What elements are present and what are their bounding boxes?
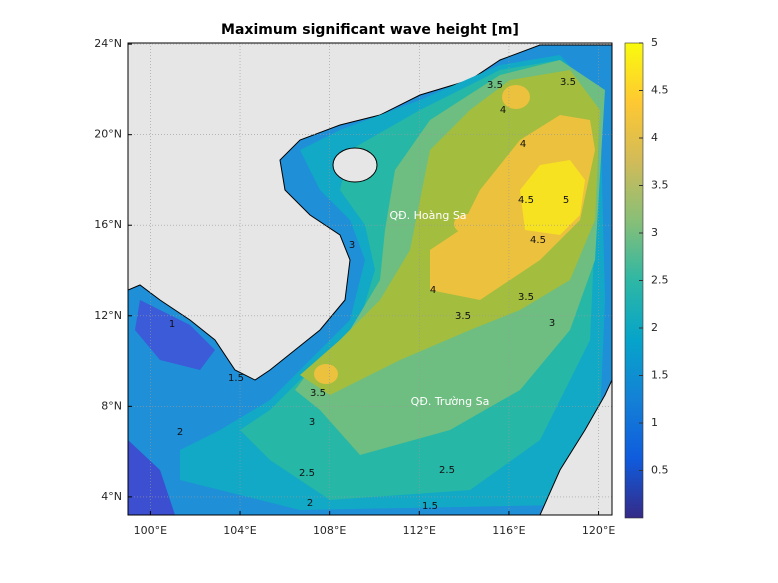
colorbar-tick-label: 0.5 — [651, 464, 669, 477]
contour-label: 2.5 — [299, 468, 315, 479]
x-tick-label: 116°E — [492, 524, 525, 537]
contour-fill — [520, 160, 585, 235]
contour-label: 1.5 — [422, 501, 438, 512]
colorbar-tick-label: 4 — [651, 131, 658, 144]
contour-fill — [454, 214, 482, 234]
y-tick-label: 20°N — [94, 128, 122, 141]
x-tick-label: 108°E — [313, 524, 346, 537]
colorbar-tick-label: 4.5 — [651, 84, 669, 97]
contour-fill — [135, 300, 215, 370]
contour-label: 3.5 — [560, 77, 576, 88]
colorbar-tick-label: 3 — [651, 226, 658, 239]
contour-label: 3.5 — [455, 311, 471, 322]
island — [332, 147, 378, 183]
axes-frame — [127, 42, 613, 516]
contour-label: 3.5 — [310, 388, 326, 399]
contour-label: 1 — [169, 319, 175, 330]
contour-label: 4 — [520, 139, 526, 150]
colorbar-tick-label: 5 — [651, 36, 658, 49]
contour-label: 4 — [430, 285, 436, 296]
colorbar-tick-label: 1 — [651, 416, 658, 429]
contour-label: 3 — [309, 417, 315, 428]
colorbar-tick-label: 2.5 — [651, 274, 669, 287]
y-tick-label: 4°N — [101, 490, 122, 503]
colorbar-tick-label: 3.5 — [651, 179, 669, 192]
contour-label: 3 — [549, 318, 555, 329]
x-tick-label: 104°E — [223, 524, 256, 537]
y-tick-label: 8°N — [101, 399, 122, 412]
contour-label: 2 — [307, 498, 313, 509]
colorbar-tick-label: 2 — [651, 321, 658, 334]
place-label: QĐ. Hoàng Sa — [389, 209, 466, 222]
contour-label: 5 — [563, 195, 569, 206]
contour-label: 4.5 — [530, 235, 546, 246]
coastline — [539, 379, 612, 515]
contour-label: 3.5 — [487, 80, 503, 91]
contour-label: 1.5 — [228, 373, 244, 384]
contour-label: 4.5 — [518, 195, 534, 206]
contour-fill — [128, 440, 175, 515]
y-tick-label: 24°N — [94, 37, 122, 50]
contour-fill — [502, 85, 530, 109]
x-tick-label: 100°E — [134, 524, 167, 537]
contour-fill — [314, 364, 338, 384]
contour-label: 3 — [349, 240, 355, 251]
place-label: QĐ. Trường Sa — [411, 395, 490, 408]
y-tick-label: 16°N — [94, 218, 122, 231]
contour-label: 2 — [177, 427, 183, 438]
contour-label: 4 — [500, 105, 506, 116]
colorbar-tick-label: 1.5 — [651, 369, 669, 382]
grid — [128, 43, 612, 515]
x-tick-label: 120°E — [582, 524, 615, 537]
contour-label: 3.5 — [518, 292, 534, 303]
chart-title: Maximum significant wave height [m] — [221, 22, 519, 38]
wave-field — [128, 44, 612, 515]
contour-fill — [430, 115, 595, 300]
y-tick-label: 12°N — [94, 309, 122, 322]
x-tick-label: 112°E — [403, 524, 436, 537]
contour-label: 2.5 — [439, 465, 455, 476]
